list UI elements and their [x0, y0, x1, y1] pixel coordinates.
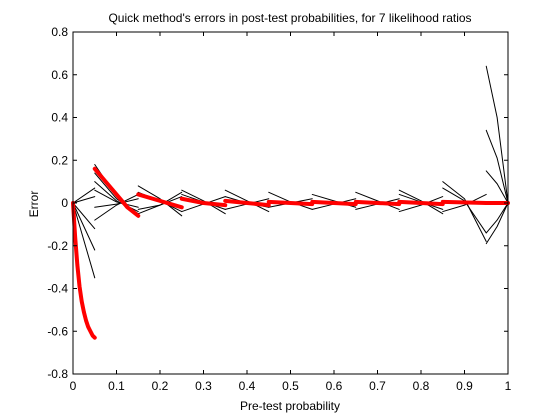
thick-series-line-7: [353, 199, 402, 207]
thick-series-line-3: [179, 196, 228, 208]
thin-series-line-11: [137, 185, 183, 217]
thin-series-line-33: [485, 65, 509, 204]
thick-series-line-4: [223, 198, 271, 208]
thin-series-line-31: [442, 187, 487, 234]
thick-series-line-8: [397, 199, 445, 207]
chart-title: Quick method's errors in post-test proba…: [108, 11, 471, 25]
x-tick-label: 1: [505, 379, 512, 393]
thin-series-line-10: [72, 187, 96, 204]
thick-series-line-6: [310, 199, 358, 207]
thin-series-line-35: [485, 170, 509, 204]
y-tick-label: -0.4: [47, 282, 68, 296]
y-tick-label: 0: [61, 196, 68, 210]
x-axis-label: Pre-test probability: [240, 399, 340, 413]
x-tick-label: 0.5: [282, 379, 299, 393]
thin-series-line-37: [485, 202, 509, 245]
thin-series-line-5: [94, 193, 139, 221]
y-tick-label: 0.4: [51, 111, 68, 125]
thin-series-line-7: [72, 202, 96, 251]
y-tick-label: 0.8: [51, 25, 68, 39]
thick-series-line-9: [440, 199, 489, 205]
thin-series-line-36: [485, 202, 509, 234]
thin-series-line-9: [72, 196, 96, 204]
thin-series-line-29: [398, 196, 444, 213]
x-tick-label: 0.6: [326, 379, 343, 393]
thin-series-line-15: [181, 189, 226, 215]
y-tick-label: 0.2: [51, 153, 68, 167]
x-tick-label: 0: [70, 379, 77, 393]
x-tick-label: 0.2: [152, 379, 169, 393]
thin-series-line-25: [355, 191, 400, 210]
x-tick-label: 0.3: [195, 379, 212, 393]
y-tick-label: 0.6: [51, 68, 68, 82]
thick-series-line-1: [92, 166, 141, 218]
x-tick-label: 0.8: [413, 379, 430, 393]
thin-series-line-27: [398, 189, 444, 215]
thin-series-line-14: [137, 191, 183, 215]
thin-series-line-32: [442, 193, 487, 213]
thin-series-line-3: [94, 189, 139, 208]
y-axis-label: Error: [27, 191, 41, 218]
x-tick-label: 0.1: [108, 379, 125, 393]
x-tick-label: 0.7: [369, 379, 386, 393]
thin-series-line-34: [485, 129, 509, 204]
thin-series-line-18: [224, 189, 270, 213]
y-tick-label: -0.2: [47, 239, 68, 253]
thick-series-line-0: [71, 201, 97, 340]
axis-ticks: 0 0.1 0.2 0.3 0.4 0.5 0.6 0.7 0.8 0.9 1 -0.8 -0.6 -0.…: [47, 25, 511, 393]
plot-area: [71, 65, 510, 340]
thin-series-line-6: [72, 202, 96, 279]
x-tick-label: 0.4: [239, 379, 256, 393]
thin-series-line-4: [94, 198, 139, 208]
y-tick-label: -0.6: [47, 324, 68, 338]
thin-series-line-8: [72, 202, 96, 230]
thick-series-line-5: [266, 199, 315, 207]
x-tick-label: 0.9: [456, 379, 473, 393]
thin-series-line-30: [442, 181, 487, 242]
y-tick-label: -0.8: [47, 367, 68, 381]
thick-series-line-2: [136, 192, 184, 210]
